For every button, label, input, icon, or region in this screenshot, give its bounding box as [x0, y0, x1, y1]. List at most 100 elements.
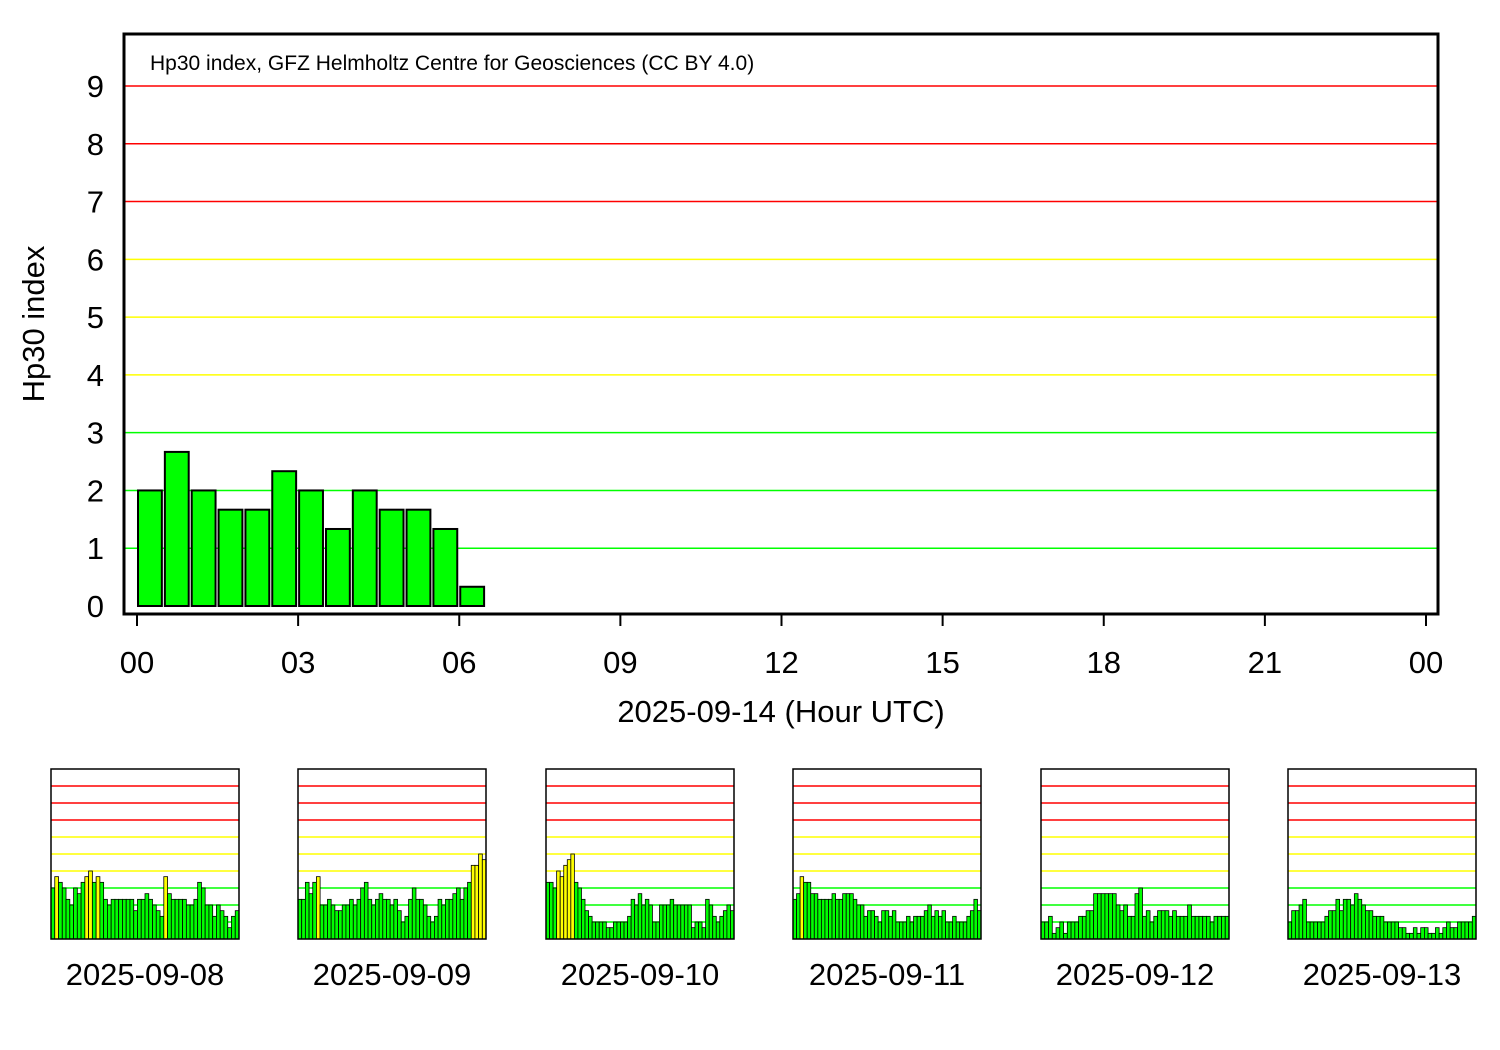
y-tick-label: 0 [87, 589, 104, 624]
thumbnail-bar [371, 904, 376, 940]
thumbnail-bar [478, 853, 483, 940]
bar [351, 489, 378, 608]
thumbnail-bar [338, 910, 343, 940]
thumbnail-chart: 2025-09-12 [1040, 768, 1230, 992]
thumbnail-bar [1191, 915, 1196, 940]
thumbnail-bar [341, 904, 347, 940]
x-tick-label: 21 [1248, 645, 1282, 680]
thumbnail-bar [122, 898, 127, 940]
thumbnail-bar [909, 921, 915, 940]
thumbnail-bar [1346, 898, 1352, 940]
thumbnail-bar [389, 904, 395, 940]
thumbnail-bar [159, 915, 165, 940]
x-tick-label: 06 [442, 645, 476, 680]
thumbnail-bar [623, 921, 628, 940]
thumbnail-bar [662, 904, 668, 940]
thumbnail-bar [870, 910, 875, 940]
thumbnail-bar [1055, 927, 1061, 940]
thumbnail-chart: 2025-09-09 [297, 768, 487, 992]
thumbnail-bar [1202, 915, 1207, 940]
thumbnail-bar [375, 898, 380, 940]
bar [190, 489, 217, 608]
thumbnail-bar [1048, 915, 1053, 940]
thumbnail-bar [1460, 921, 1466, 940]
thumbnail-bar [945, 921, 950, 940]
thumbnail-bar [1138, 887, 1143, 940]
thumbnail-bar [652, 921, 657, 940]
thumbnail-bar [1335, 898, 1341, 940]
thumbnail-bar [637, 893, 643, 940]
thumbnail-bar [655, 921, 660, 940]
thumbnail-bar [680, 904, 685, 940]
thumbnail-frame [545, 768, 735, 940]
thumbnail-bar [148, 898, 153, 940]
thumbnail-bar [367, 898, 373, 940]
thumbnail-bar [1379, 915, 1385, 940]
thumbnail-bar [1365, 910, 1370, 940]
thumbnail-bar [573, 881, 579, 940]
thumbnail-bar [1164, 910, 1170, 940]
x-axis-label: 2025-09-14 (Hour UTC) [617, 694, 944, 729]
thumbnail-bar [1160, 910, 1166, 940]
thumbnail-bar [174, 898, 180, 940]
thumbnail-bar [408, 898, 413, 940]
thumbnail-chart: 2025-09-13 [1287, 768, 1477, 992]
thumbnail-bar [1405, 932, 1411, 940]
x-tick-label: 03 [281, 645, 315, 680]
thumbnail-bar [959, 921, 964, 940]
thumbnail-bar [817, 898, 822, 940]
thumbnail-bar [411, 887, 417, 940]
thumbnail-bar [1078, 915, 1083, 940]
thumbnail-bar [820, 898, 826, 940]
thumbnail-bar [891, 910, 897, 940]
thumbnail-bar [54, 876, 59, 940]
thumbnail-bar [91, 881, 97, 940]
thumbnail-bar [630, 898, 636, 940]
thumbnail-bar [433, 915, 439, 940]
thumbnail-bar [938, 915, 943, 940]
thumbnail-bar [422, 904, 428, 940]
thumbnail-bar [708, 904, 714, 940]
thumbnail-bar [1209, 921, 1215, 940]
thumbnail-bar [69, 904, 74, 940]
thumbnail-bar [155, 910, 161, 940]
thumbnail-bar [1130, 915, 1136, 940]
thumbnail-bar [1423, 927, 1429, 940]
thumbnail-bar [973, 898, 978, 940]
thumbnail-bar [1390, 921, 1396, 940]
thumbnail-bar [437, 898, 443, 940]
thumbnail-bar [1449, 927, 1455, 940]
y-tick-label: 7 [87, 185, 104, 220]
thumbnail-bar [859, 904, 865, 940]
thumbnail-bar [430, 921, 435, 940]
thumbnail-date-label: 2025-09-09 [313, 957, 472, 992]
thumbnail-bar [103, 898, 108, 940]
x-tick-label: 00 [120, 645, 154, 680]
thumbnail-bar [110, 898, 116, 940]
thumbnail-bar [666, 904, 671, 940]
thumbnail-bar [1468, 921, 1473, 940]
thumbnail-bar [400, 921, 406, 940]
thumbnail-bar [1331, 910, 1337, 940]
thumbnail-bar [1213, 915, 1219, 940]
thumbnail-bar [549, 881, 554, 940]
thumbnail-bar [212, 915, 217, 940]
bar [298, 489, 324, 608]
thumbnail-bar [930, 915, 936, 940]
thumbnail-bar [559, 876, 565, 940]
thumbnail-bar [140, 898, 146, 940]
thumbnail-bar [888, 915, 893, 940]
thumbnail-bar [641, 904, 646, 940]
thumbnail-bar [1051, 932, 1057, 940]
thumbnail-bar [1221, 915, 1226, 940]
thumbnail-bar [133, 910, 138, 940]
thumbnail-bar [1070, 921, 1076, 940]
thumbnail-bar [393, 898, 398, 940]
thumbnail-bar [474, 864, 480, 940]
thumbnail-bar [107, 904, 112, 940]
thumbnail-bar [152, 904, 157, 940]
thumbnail-bar [719, 915, 724, 940]
thumbnail-bar [705, 898, 710, 940]
thumbnail-bar [1142, 915, 1147, 940]
